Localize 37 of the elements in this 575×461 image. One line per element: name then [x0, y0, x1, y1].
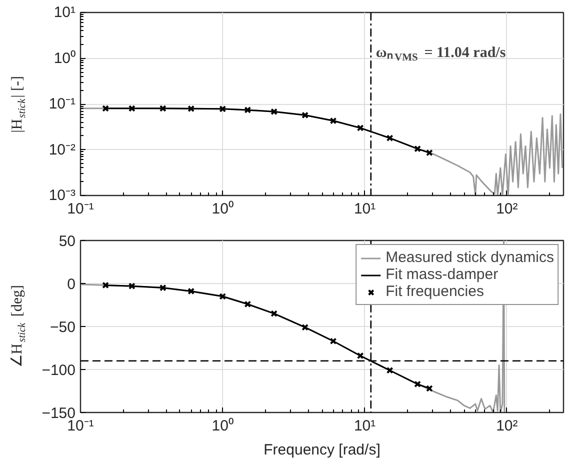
x-tick-label: 10²	[496, 418, 518, 434]
y-tick-label: 0	[67, 276, 76, 293]
point	[386, 134, 394, 142]
point	[244, 106, 252, 114]
y-tick-label: 10⁰	[54, 50, 76, 67]
legend-label: Fit mass-damper	[386, 266, 498, 283]
legend-label: Fit frequencies	[386, 283, 484, 300]
legend-label: Measured stick dynamics	[386, 249, 554, 266]
x-tick-label: 10¹	[354, 200, 376, 218]
x-tick-label: 10²	[496, 200, 518, 218]
x-axis-title: Frequency [rad/s]	[264, 442, 380, 458]
y-tick-label: 10¹	[54, 4, 76, 21]
x-tick-label: 10⁰	[212, 200, 234, 218]
point	[356, 124, 364, 132]
x-tick-label: 10⁰	[212, 418, 234, 434]
y-tick-label: −100	[42, 362, 76, 379]
point	[330, 117, 337, 124]
point	[188, 105, 195, 112]
y-axis-title: ∠Hstick [deg]	[10, 284, 28, 368]
y-tick-label: 50	[58, 233, 76, 250]
point	[302, 112, 309, 119]
y-tick-label: −50	[50, 319, 76, 336]
y-tick-label: 10⁻²	[48, 141, 76, 158]
point	[188, 288, 195, 295]
point	[414, 380, 422, 388]
y-tick-label: 10⁻³	[48, 187, 76, 204]
point	[356, 352, 364, 360]
point	[244, 300, 252, 308]
point	[414, 145, 422, 152]
point	[159, 284, 166, 292]
point	[302, 324, 309, 331]
y-tick-label: 10⁻¹	[48, 96, 76, 112]
point	[386, 366, 394, 374]
y-axis-title: |Hstick| [-]	[10, 76, 28, 133]
point	[330, 338, 337, 345]
point	[159, 104, 166, 112]
x-tick-label: 10¹	[354, 418, 376, 434]
